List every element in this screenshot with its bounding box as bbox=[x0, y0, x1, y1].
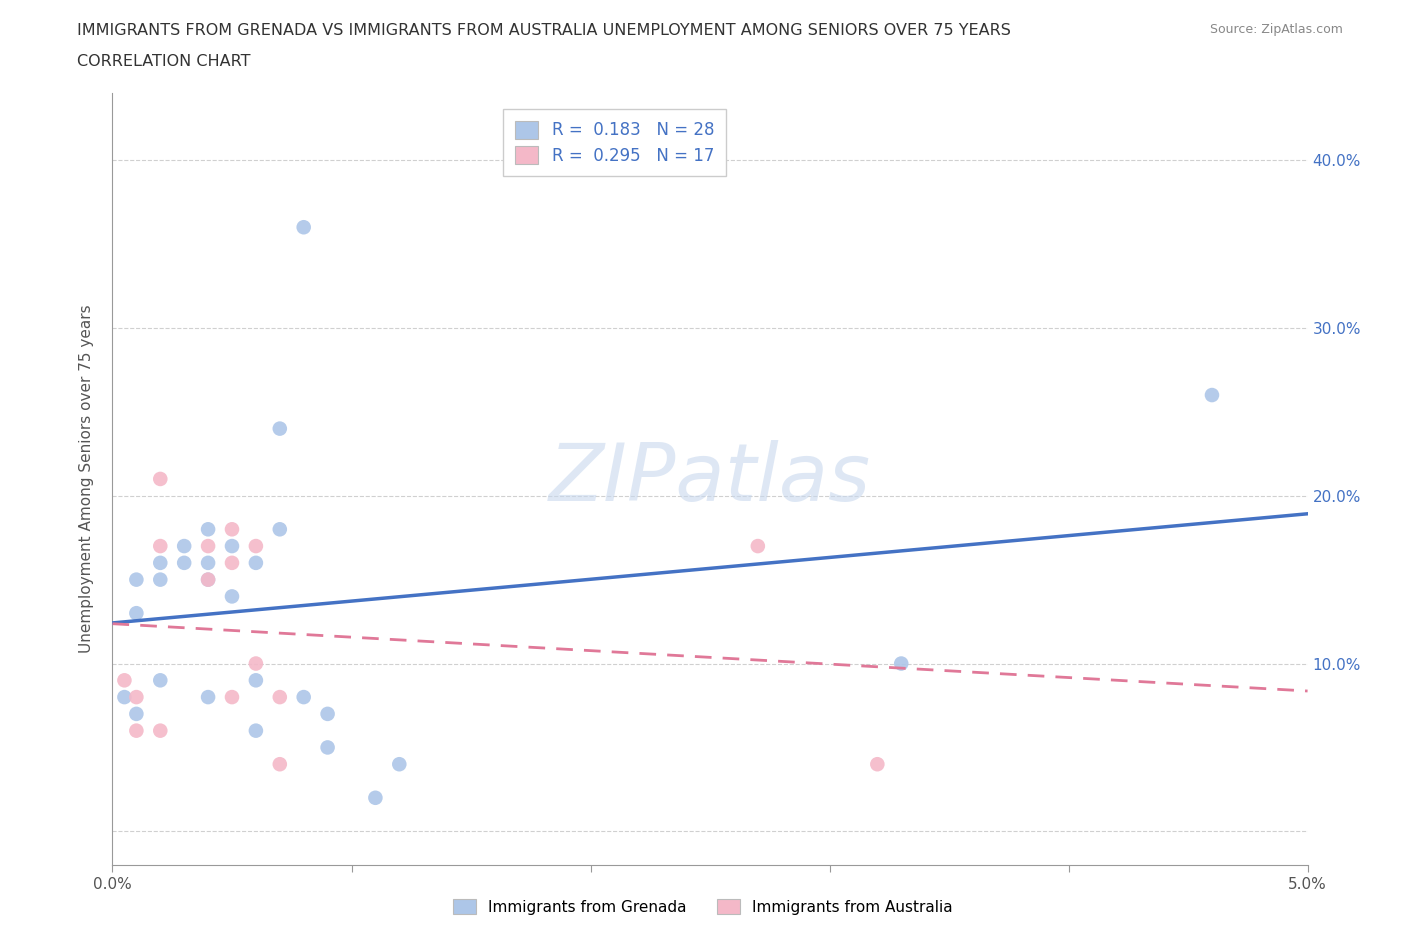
Point bbox=[316, 707, 339, 722]
Text: CORRELATION CHART: CORRELATION CHART bbox=[77, 54, 250, 69]
Point bbox=[292, 219, 315, 234]
Point bbox=[114, 673, 135, 688]
Point bbox=[245, 673, 267, 688]
Point bbox=[890, 656, 912, 671]
Text: Source: ZipAtlas.com: Source: ZipAtlas.com bbox=[1209, 23, 1343, 36]
Point bbox=[245, 656, 267, 671]
Point bbox=[221, 522, 243, 537]
Point bbox=[269, 421, 291, 436]
Legend: Immigrants from Grenada, Immigrants from Australia: Immigrants from Grenada, Immigrants from… bbox=[446, 891, 960, 923]
Point bbox=[316, 740, 339, 755]
Y-axis label: Unemployment Among Seniors over 75 years: Unemployment Among Seniors over 75 years bbox=[79, 305, 94, 653]
Point bbox=[388, 757, 411, 772]
Point bbox=[149, 673, 172, 688]
Point bbox=[125, 605, 148, 620]
Point bbox=[173, 555, 195, 570]
Point bbox=[221, 538, 243, 553]
Point bbox=[197, 572, 219, 587]
Point bbox=[149, 555, 172, 570]
Text: IMMIGRANTS FROM GRENADA VS IMMIGRANTS FROM AUSTRALIA UNEMPLOYMENT AMONG SENIORS : IMMIGRANTS FROM GRENADA VS IMMIGRANTS FR… bbox=[77, 23, 1011, 38]
Point bbox=[245, 538, 267, 553]
Point bbox=[245, 555, 267, 570]
Point bbox=[149, 472, 172, 486]
Point bbox=[866, 757, 889, 772]
Point bbox=[245, 724, 267, 738]
Point bbox=[364, 790, 387, 805]
Point bbox=[221, 555, 243, 570]
Point bbox=[221, 589, 243, 604]
Point bbox=[221, 690, 243, 705]
Point bbox=[125, 690, 148, 705]
Point bbox=[149, 724, 172, 738]
Point bbox=[125, 724, 148, 738]
Point bbox=[149, 538, 172, 553]
Point bbox=[149, 572, 172, 587]
Point bbox=[197, 522, 219, 537]
Point bbox=[197, 690, 219, 705]
Legend: R =  0.183   N = 28, R =  0.295   N = 17: R = 0.183 N = 28, R = 0.295 N = 17 bbox=[503, 109, 725, 177]
Point bbox=[269, 522, 291, 537]
Point bbox=[173, 538, 195, 553]
Point bbox=[125, 707, 148, 722]
Point bbox=[292, 690, 315, 705]
Point bbox=[197, 555, 219, 570]
Point bbox=[269, 690, 291, 705]
Point bbox=[197, 538, 219, 553]
Point bbox=[1201, 388, 1223, 403]
Point bbox=[114, 690, 135, 705]
Point bbox=[125, 572, 148, 587]
Point bbox=[269, 757, 291, 772]
Point bbox=[197, 572, 219, 587]
Point bbox=[747, 538, 769, 553]
Text: ZIPatlas: ZIPatlas bbox=[548, 440, 872, 518]
